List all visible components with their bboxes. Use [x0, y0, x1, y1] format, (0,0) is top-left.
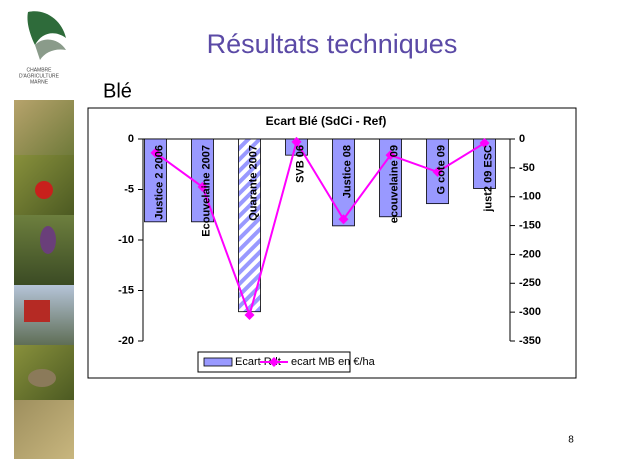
- y-tick-label: -10: [118, 234, 134, 246]
- legend-label: Ecart Rdt: [235, 356, 281, 368]
- x-tick-label: just2 09 ESC: [482, 145, 494, 213]
- legend-marker: [269, 357, 279, 367]
- marker: [385, 150, 396, 161]
- y-tick-label: 0: [128, 133, 134, 145]
- marker: [432, 166, 443, 177]
- x-tick-label: ecouvelaine 09: [388, 145, 400, 223]
- legend-label: ecart MB en €/ha: [291, 356, 376, 368]
- y-tick-label: -5: [124, 183, 134, 195]
- marker: [244, 310, 255, 321]
- x-tick-label: Quarante 2007: [247, 145, 259, 221]
- marker: [291, 136, 302, 147]
- bar: [144, 138, 167, 223]
- y2-tick-label: -50: [519, 162, 535, 174]
- y2-tick-label: -200: [519, 248, 541, 260]
- line: [154, 139, 486, 319]
- logo-shape: [27, 11, 67, 46]
- tractor: [24, 300, 50, 322]
- legend-swatch: [203, 357, 233, 367]
- x-tick-label: G cote 09: [435, 145, 447, 195]
- logo-text: D'AGRICULTURE: [19, 73, 60, 79]
- bird: [28, 369, 56, 387]
- y2-tick-label: -100: [519, 191, 541, 203]
- x-tick-label: Justice 08: [341, 145, 353, 198]
- y2-tick-label: -250: [519, 277, 541, 289]
- logo-text: MARNE: [30, 79, 49, 85]
- logo-shape: [35, 39, 66, 60]
- bar: [332, 138, 355, 227]
- y-tick-label: -20: [118, 335, 134, 347]
- x-tick-label: SVB 06: [294, 145, 306, 183]
- flower: [40, 226, 56, 254]
- y2-tick-label: 0: [519, 133, 525, 145]
- page-number: 8: [568, 435, 574, 446]
- y2-tick-label: -300: [519, 306, 541, 318]
- x-tick-label: Ecouvelaine 2007: [200, 145, 212, 237]
- y2-tick-label: -150: [519, 219, 541, 231]
- photo: [14, 400, 74, 459]
- y-tick-label: -15: [118, 284, 134, 296]
- logo-text: CHAMBRE: [26, 67, 52, 73]
- marker: [479, 138, 490, 149]
- marker: [338, 214, 349, 225]
- x-tick-label: Justice 2 2006: [153, 145, 165, 220]
- slide-title: Résultats techniques: [207, 29, 458, 59]
- marker: [150, 147, 161, 158]
- bar: [379, 138, 402, 218]
- ladybird: [35, 181, 53, 199]
- marker: [197, 181, 208, 192]
- chart-title: Ecart Blé (SdCi - Ref): [266, 114, 387, 128]
- slide-subtitle: Blé: [103, 80, 132, 102]
- photo: [14, 100, 74, 155]
- y2-tick-label: -350: [519, 335, 541, 347]
